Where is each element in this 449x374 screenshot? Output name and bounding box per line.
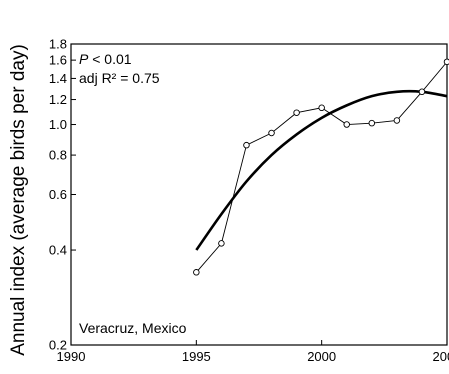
observed-point [268,129,275,137]
observed-point [318,104,325,112]
p-value-annotation: P < 0.01 [79,51,132,67]
y-axis-label: Annual index (average birds per day) [8,44,29,356]
x-axis-ticks: 1990 1995 2000 2005 [57,340,449,364]
x-tick-label: 1995 [182,349,211,364]
fitted-curve [195,89,448,251]
y-tick-label: 1.4 [49,71,67,86]
x-tick-label: 1990 [57,349,86,364]
observed-point [368,119,376,127]
observed-point [193,269,200,276]
observed-point [418,88,426,96]
x-tick-label: 2000 [307,349,336,364]
p-symbol: P [79,51,89,67]
r2-annotation: adj R² = 0.75 [79,70,160,86]
observed-point [243,141,250,149]
y-tick-label: 0.4 [49,243,67,258]
y-tick-label: 0.6 [49,187,67,202]
p-value-text: < 0.01 [88,51,131,67]
y-tick-label: 1.8 [49,37,67,52]
observed-points [193,58,449,276]
observed-point [443,58,449,66]
y-tick-label: 1.2 [49,92,67,107]
y-tick-label: 0.2 [49,338,67,353]
plot-frame [70,43,448,346]
location-label: Veracruz, Mexico [79,320,187,336]
y-axis-ticks: 0.2 0.4 0.6 0.8 1.0 1.2 1.4 1.61.8 [49,37,76,353]
observed-point [293,109,300,116]
y-tick-label: 1.0 [49,117,67,132]
observed-series-line [195,61,448,273]
y-tick-label: 1.6 [49,53,67,68]
x-tick-label: 2005 [433,349,449,364]
observed-point [393,117,401,124]
y-tick-label: 0.8 [49,148,67,163]
observed-point [343,121,350,128]
observed-point [218,240,225,247]
